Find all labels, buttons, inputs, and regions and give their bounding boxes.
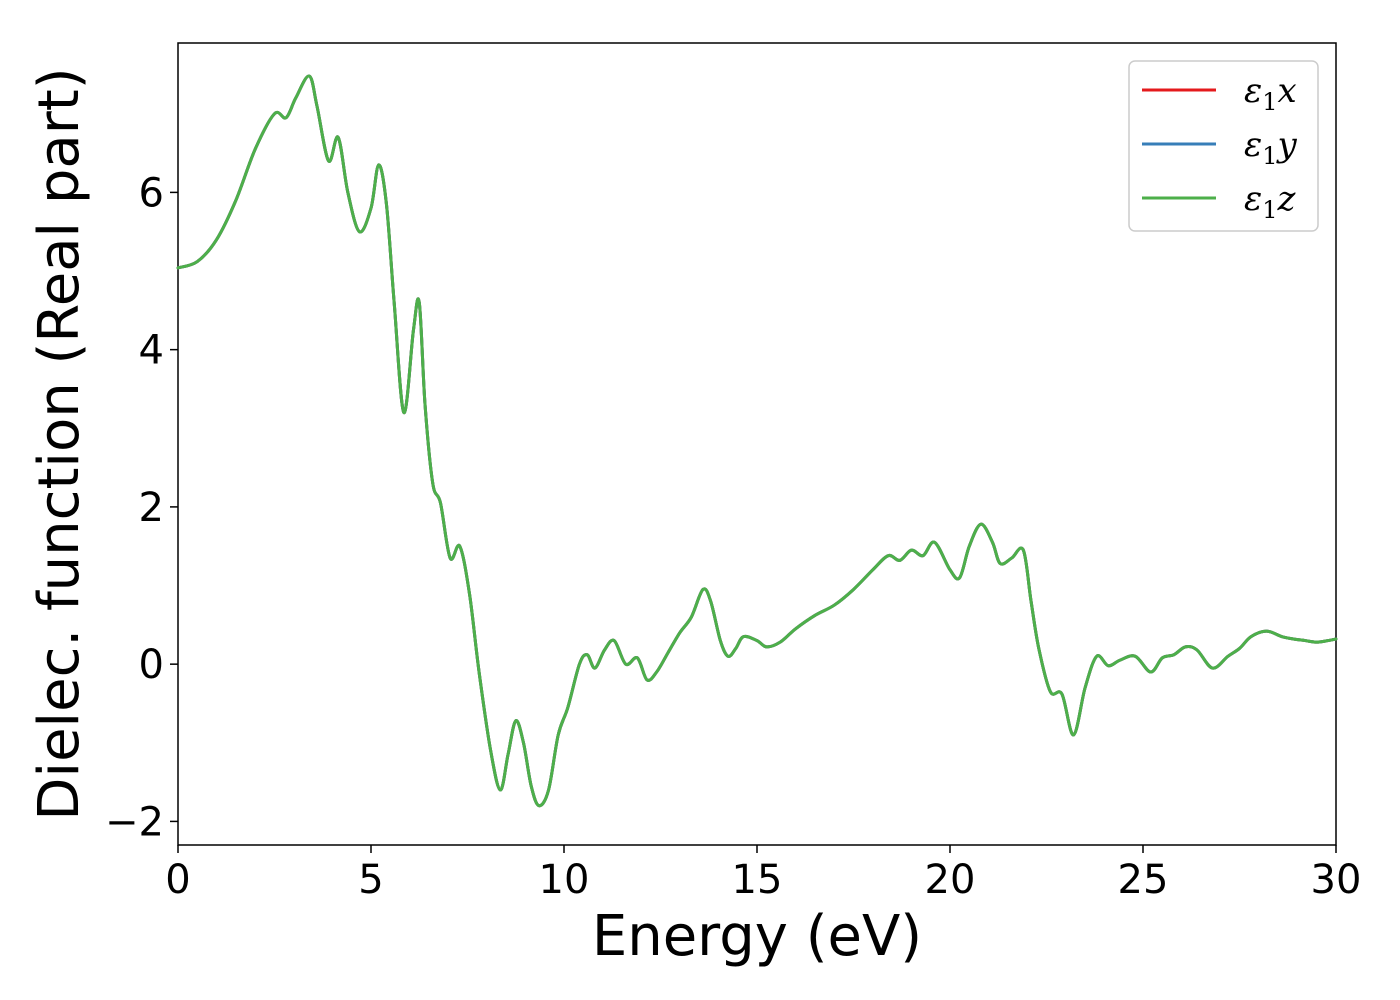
x-tick-label: 25 <box>1118 857 1169 903</box>
x-tick-label: 5 <box>358 857 383 903</box>
y-axis-ticks: −2 0 2 4 6 <box>105 170 178 845</box>
y-tick-label: 6 <box>139 170 164 216</box>
legend-label: ε1y <box>1244 125 1298 170</box>
legend-label: ε1z <box>1244 179 1297 224</box>
series-layer <box>176 74 1338 808</box>
x-tick-label: 15 <box>732 857 783 903</box>
x-tick-label: 0 <box>165 857 190 903</box>
x-tick-label: 20 <box>925 857 976 903</box>
x-tick-label: 10 <box>539 857 590 903</box>
y-tick-label: 2 <box>139 485 164 531</box>
legend-box <box>1128 60 1319 232</box>
y-tick-label: −2 <box>105 799 164 845</box>
x-axis-ticks: 0 5 10 15 20 25 30 <box>165 845 1361 903</box>
series-line-3 <box>176 74 1338 808</box>
x-axis-label: Energy (eV) <box>592 904 922 969</box>
legend-label: ε1x <box>1244 71 1297 116</box>
y-tick-label: 4 <box>139 328 164 374</box>
legend-items: ε1x ε1y ε1z <box>1142 71 1298 224</box>
y-tick-label: 0 <box>139 642 164 688</box>
y-axis-label: Dielec. function (Real part) <box>27 67 92 820</box>
legend: ε1x ε1y ε1z <box>1128 60 1319 232</box>
x-tick-label: 30 <box>1311 857 1362 903</box>
